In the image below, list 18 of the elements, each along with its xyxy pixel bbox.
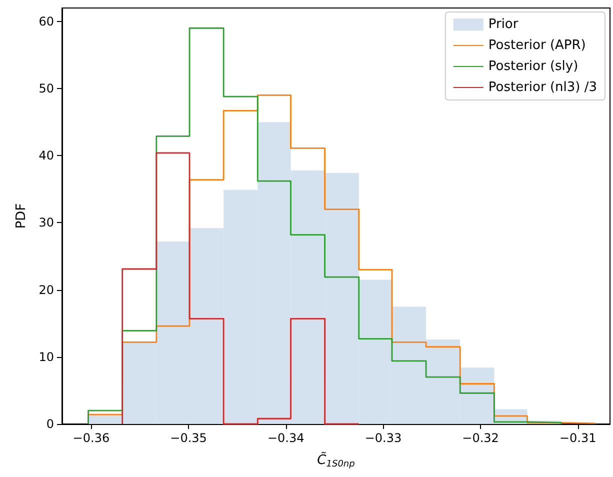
legend-label: Posterior (nl3) /3 xyxy=(488,80,598,95)
y-tick-label: 40 xyxy=(38,148,54,163)
y-tick-label: 30 xyxy=(38,216,54,230)
y-tick-label: 20 xyxy=(38,282,54,297)
y-tick-label: 50 xyxy=(38,82,54,96)
x-tick-label: −0.35 xyxy=(170,431,207,445)
y-tick-label: 0 xyxy=(46,417,54,431)
legend-label: Posterior (APR) xyxy=(488,38,586,53)
x-tick-label: −0.36 xyxy=(72,431,110,445)
x-tick-label: −0.32 xyxy=(462,431,499,445)
y-tick-label: 60 xyxy=(38,14,54,28)
legend-label: Posterior (sly) xyxy=(488,59,578,74)
x-tick-label: −0.34 xyxy=(267,431,304,445)
legend-label: Prior xyxy=(488,17,519,32)
x-tick-label: −0.31 xyxy=(559,431,596,445)
y-tick-label: 10 xyxy=(38,350,54,364)
x-tick-label: −0.33 xyxy=(364,431,402,445)
y-axis-title: PDF xyxy=(14,203,29,229)
